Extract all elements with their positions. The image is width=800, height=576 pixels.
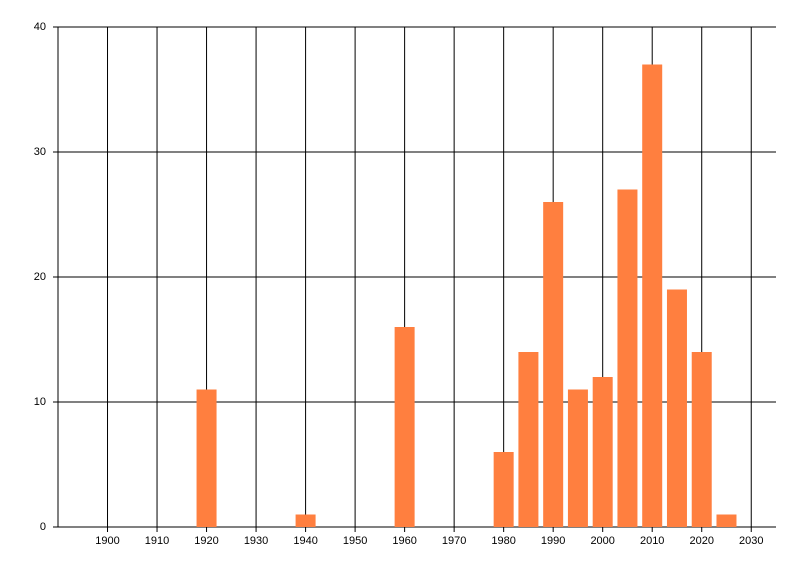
bar [543,202,564,527]
y-tick-label: 30 [34,146,46,158]
x-tick-label: 1950 [343,535,367,547]
bar [592,377,613,527]
bar [617,189,638,527]
bar [567,389,588,527]
bar [196,389,217,527]
y-tick-label: 10 [34,396,46,408]
x-tick-label: 1910 [145,535,169,547]
y-tick-label: 20 [34,271,46,283]
bar [642,64,663,527]
x-tick-label: 1990 [541,535,565,547]
x-tick-label: 1960 [392,535,416,547]
bar [518,352,539,527]
bar [295,514,316,527]
x-tick-label: 2020 [689,535,713,547]
y-tick-label: 0 [40,521,46,533]
x-tick-label: 1980 [491,535,515,547]
x-tick-label: 2010 [640,535,664,547]
x-tick-label: 1920 [194,535,218,547]
bar [493,452,514,527]
x-tick-label: 1930 [244,535,268,547]
x-tick-label: 1940 [293,535,317,547]
x-tick-label: 1900 [95,535,119,547]
x-tick-label: 2000 [590,535,614,547]
bar [716,514,737,527]
bar [666,289,687,527]
bar [394,327,415,527]
bar [691,352,712,527]
x-tick-label: 2030 [739,535,763,547]
x-tick-label: 1970 [442,535,466,547]
y-tick-label: 40 [34,21,46,33]
